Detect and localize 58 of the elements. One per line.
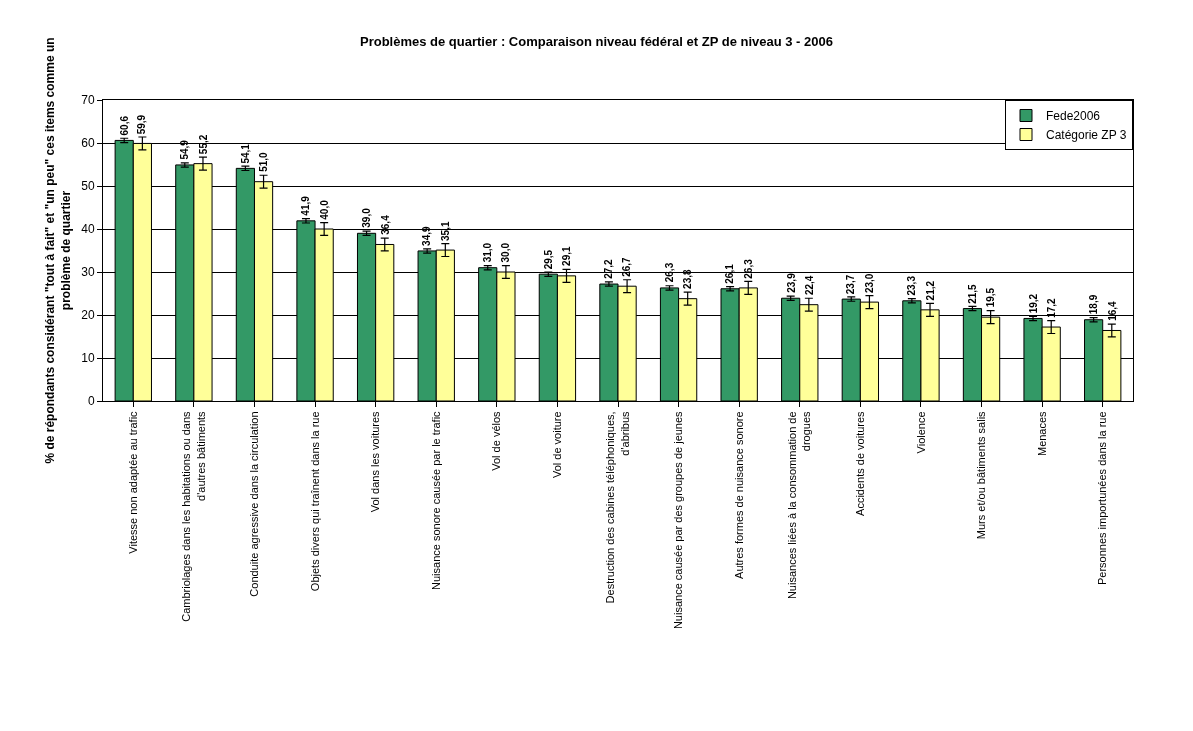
y-tick-label: 20 (81, 308, 95, 323)
x-tick-label: Objets divers qui traînent dans la rue (308, 411, 321, 592)
data-label: 41,9 (300, 195, 312, 216)
data-label: 31,0 (482, 242, 494, 263)
x-tick-label: Vol de voiture (550, 411, 563, 479)
data-label: 39,0 (361, 207, 373, 228)
data-label: 18,9 (1088, 294, 1100, 315)
data-label: 59,9 (136, 114, 148, 135)
x-tick-label: Conduite agressive dans la circulation (248, 411, 261, 597)
x-tick-label: Violence (914, 411, 927, 454)
x-tick-label: Personnes importunées dans la rue (1096, 411, 1109, 586)
data-label: 23,7 (845, 274, 857, 295)
data-label: 27,2 (603, 258, 615, 279)
data-label: 29,5 (543, 249, 555, 270)
data-label: 29,1 (561, 246, 573, 266)
x-tick-label: Destruction des cabines téléphoniques, d'abribus (604, 410, 631, 604)
data-label: 60,6 (118, 115, 130, 136)
x-tick-label: Autres formes de nuisance sonore (732, 411, 745, 579)
data-label: 36,4 (379, 214, 391, 235)
data-label: 19,5 (984, 287, 996, 308)
data-label: 21,5 (967, 283, 979, 304)
data-label: 16,4 (1106, 300, 1118, 321)
data-label: 55,2 (197, 134, 209, 155)
x-tick-label: Nuisance sonore causée par le trafic (429, 410, 442, 590)
x-tick-label: Vol de vélos (490, 410, 503, 471)
y-axis-title: % de répondants considérant "tout à fait" et "un peu" ces items comme un problème de quartier (42, 37, 73, 464)
data-label: 30,0 (500, 242, 512, 263)
data-label: 35,1 (439, 221, 451, 241)
x-tick-label: Nuisance causée par des groupes de jeunes (672, 410, 685, 630)
y-tick-label: 50 (81, 179, 95, 194)
y-tick-label: 70 (81, 93, 95, 108)
data-label: 34,9 (421, 226, 433, 246)
data-label: 21,2 (924, 280, 936, 301)
data-label: 23,0 (863, 273, 875, 294)
data-label: 23,8 (682, 268, 694, 289)
data-label: 22,4 (803, 275, 815, 296)
y-tick-label: 10 (81, 351, 95, 366)
y-tick-label: 30 (81, 265, 95, 280)
x-tick-label: Accidents de voitures (853, 410, 866, 516)
data-label: 19,2 (1027, 293, 1039, 314)
legend-label: Catégorie ZP 3 (1046, 128, 1127, 143)
x-tick-label: Vitesse non adaptée au trafic (126, 410, 139, 554)
x-tick-label: Nuisances liées à la consommation de drogues (786, 410, 813, 600)
x-tick-label: Cambriolages dans les habitations ou dans d'autres bâtiments (180, 410, 207, 622)
data-label: 26,1 (724, 263, 736, 284)
data-label: 23,9 (785, 272, 797, 293)
x-tick-label: Menaces (1035, 410, 1048, 457)
data-label: 23,3 (906, 275, 918, 296)
x-tick-label: Vol dans les voitures (369, 410, 382, 513)
data-label: 40,0 (318, 199, 330, 220)
data-label: 54,1 (240, 143, 252, 164)
x-tick-label: Murs et/ou bâtiments salis (975, 410, 988, 540)
y-tick-label: 0 (87, 394, 95, 409)
chart-title: Problèmes de quartier : Comparaison niveau fédéral et ZP de niveau 3 - 2006 (360, 33, 833, 49)
y-tick-label: 60 (81, 136, 95, 151)
legend-label: Fede2006 (1046, 109, 1101, 124)
y-tick-label: 40 (81, 222, 95, 237)
data-label: 51,0 (258, 151, 270, 172)
